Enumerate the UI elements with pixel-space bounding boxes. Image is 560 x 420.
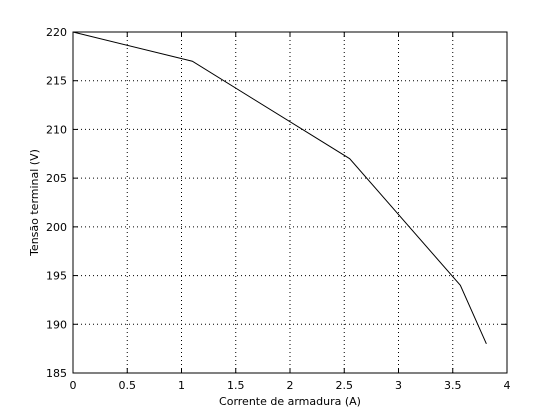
- x-tick-label: 3: [395, 379, 402, 392]
- y-axis-label: Tensão terminal (V): [28, 149, 41, 257]
- y-tick-label: 220: [46, 26, 67, 39]
- x-axis-label: Corrente de armadura (A): [219, 395, 361, 408]
- y-tick-label: 190: [46, 318, 67, 331]
- x-axis-tick-labels: 0 0.5 1 1.5 2 2.5 3 3.5 4: [70, 379, 511, 392]
- x-tick-label: 0.5: [119, 379, 137, 392]
- plot-series: [72, 31, 487, 344]
- y-tick-label: 200: [46, 221, 67, 234]
- x-tick-label: 1.5: [227, 379, 245, 392]
- x-tick-label: 1: [178, 379, 185, 392]
- x-tick-label: 3.5: [444, 379, 462, 392]
- y-tick-label: 195: [46, 270, 67, 283]
- grid: [73, 32, 507, 373]
- y-tick-label: 215: [46, 75, 67, 88]
- x-tick-label: 2: [287, 379, 294, 392]
- series-line: [72, 31, 487, 344]
- y-tick-label: 185: [46, 367, 67, 380]
- y-tick-label: 210: [46, 123, 67, 136]
- axis-ticks: [72, 31, 508, 374]
- y-axis-tick-labels: 185 190 195 200 205 210 215 220: [46, 26, 67, 380]
- x-tick-label: 0: [70, 379, 77, 392]
- y-tick-label: 205: [46, 172, 67, 185]
- x-tick-label: 2.5: [336, 379, 354, 392]
- x-tick-label: 4: [504, 379, 511, 392]
